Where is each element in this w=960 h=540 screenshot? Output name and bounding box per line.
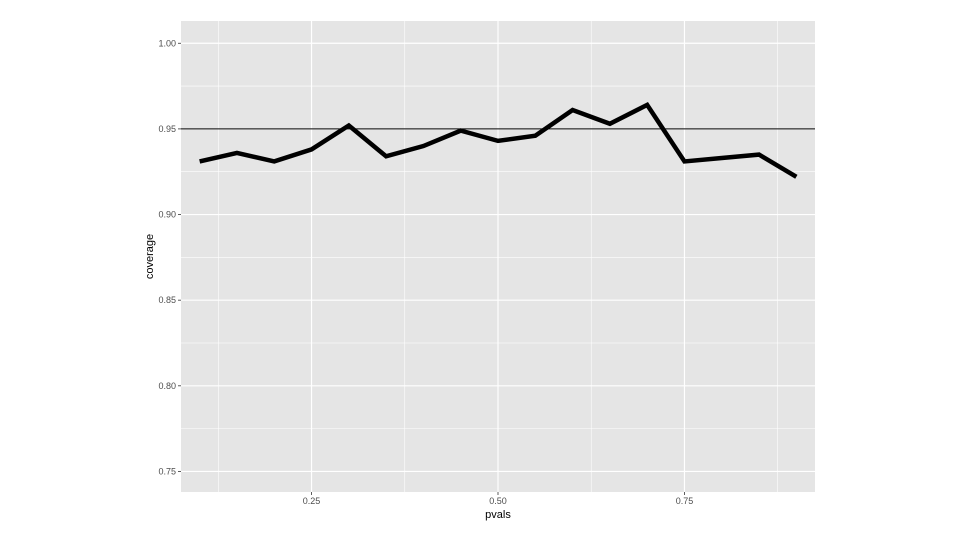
x-axis: 0.25 0.50 0.75 [303,492,693,506]
series-line [199,102,798,179]
x-tick-label: 0.25 [303,496,321,506]
minor-gridlines-x [217,21,779,492]
x-tick-label: 0.50 [489,496,507,506]
y-axis: 0.75 0.80 0.85 0.90 0.95 1.00 [158,38,181,476]
y-tick-label: 0.75 [158,466,176,476]
y-axis-title: coverage [144,234,156,279]
major-gridlines-x [310,21,686,492]
y-tick-label: 0.80 [158,381,176,391]
x-tick-label: 0.75 [676,496,694,506]
y-tick-label: 1.00 [158,38,176,48]
y-tick-label: 0.95 [158,124,176,134]
y-tick-label: 0.90 [158,210,176,220]
y-tick-label: 0.85 [158,295,176,305]
x-axis-title: pvals [485,509,511,521]
